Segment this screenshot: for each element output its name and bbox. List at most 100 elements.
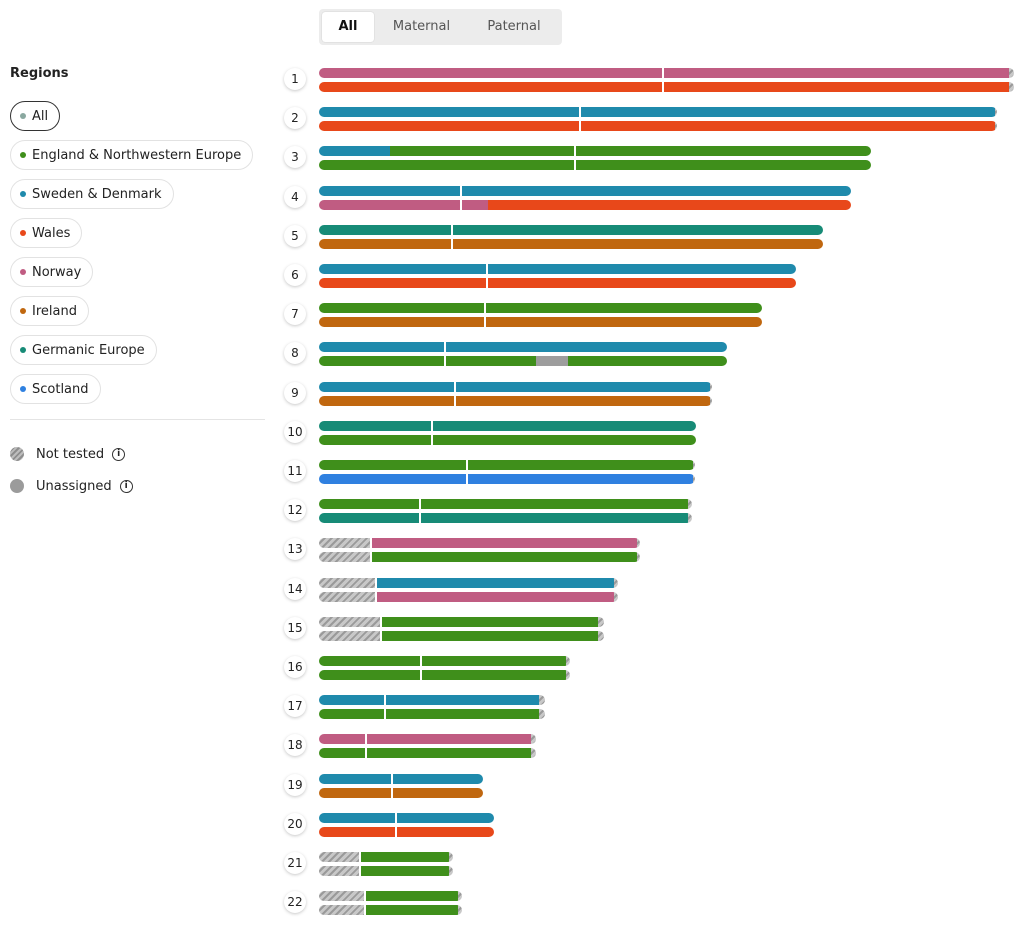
chromosome-copy-2[interactable] <box>319 474 695 484</box>
chromosome-row-20[interactable]: 20 <box>284 813 1004 843</box>
region-chip-ireland[interactable]: Ireland <box>10 296 89 326</box>
chromosome-copy-2[interactable] <box>319 435 696 445</box>
centromere-notch <box>574 146 576 156</box>
chromosome-row-1[interactable]: 1 <box>284 68 1014 98</box>
chromosome-copy-2[interactable] <box>319 121 997 131</box>
chromosome-row-8[interactable]: 8 <box>284 342 1004 372</box>
chromosome-row-11[interactable]: 11 <box>284 460 1004 490</box>
segment-not-tested <box>637 538 640 548</box>
chromosome-number: 11 <box>284 460 306 482</box>
centromere-notch <box>579 121 581 131</box>
chromosome-row-7[interactable]: 7 <box>284 303 1004 333</box>
chromosome-row-3[interactable]: 3 <box>284 146 1004 176</box>
centromere-notch <box>384 695 386 705</box>
chromosome-row-2[interactable]: 2 <box>284 107 1004 137</box>
chromosome-copy-2[interactable] <box>319 317 762 327</box>
chromosome-copy-2[interactable] <box>319 513 692 523</box>
segment-ger <box>319 513 688 523</box>
chromosome-copy-2[interactable] <box>319 670 570 680</box>
info-icon[interactable]: i <box>112 447 126 461</box>
chromosome-copy-2[interactable] <box>319 552 640 562</box>
chromosome-copy-2[interactable] <box>319 160 871 170</box>
chromosome-copy-1[interactable] <box>319 68 1014 78</box>
chromosome-row-5[interactable]: 5 <box>284 225 1004 255</box>
chromosome-row-13[interactable]: 13 <box>284 538 1004 568</box>
chromosome-copy-1[interactable] <box>319 813 494 823</box>
chromosome-row-17[interactable]: 17 <box>284 695 1004 725</box>
segment-not-tested <box>319 592 376 602</box>
chromosome-copy-1[interactable] <box>319 225 823 235</box>
tab-paternal[interactable]: Paternal <box>487 19 541 34</box>
chromosome-copy-1[interactable] <box>319 695 545 705</box>
chromosome-copy-2[interactable] <box>319 592 618 602</box>
region-chip-norway[interactable]: Norway <box>10 257 94 287</box>
chromosome-copy-2[interactable] <box>319 905 462 915</box>
centromere-notch <box>420 656 422 666</box>
region-chip-scotland[interactable]: Scotland <box>10 374 101 404</box>
segment-eng <box>365 891 458 901</box>
segment-not-tested <box>319 905 365 915</box>
segment-ire <box>319 239 823 249</box>
chromosome-row-6[interactable]: 6 <box>284 264 1004 294</box>
chromosome-row-21[interactable]: 21 <box>284 852 1004 882</box>
chromosome-row-16[interactable]: 16 <box>284 656 1004 686</box>
chromosome-copy-2[interactable] <box>319 200 851 210</box>
chromosome-copy-2[interactable] <box>319 239 823 249</box>
region-chip-all[interactable]: All <box>10 101 61 131</box>
chromosome-copy-1[interactable] <box>319 460 695 470</box>
chromosome-row-9[interactable]: 9 <box>284 382 1004 412</box>
segment-not-tested <box>531 748 536 758</box>
chromosome-copy-1[interactable] <box>319 891 462 901</box>
chromosome-row-12[interactable]: 12 <box>284 499 1004 529</box>
region-chip-germanic-europe[interactable]: Germanic Europe <box>10 335 157 365</box>
chromosome-copy-1[interactable] <box>319 186 851 196</box>
tab-maternal[interactable]: Maternal <box>392 19 451 34</box>
chromosome-copy-2[interactable] <box>319 827 494 837</box>
centromere-notch <box>484 317 486 327</box>
segment-not-tested <box>710 382 712 392</box>
chromosome-copy-2[interactable] <box>319 278 796 288</box>
chromosome-copy-2[interactable] <box>319 82 1014 92</box>
chromosome-copy-1[interactable] <box>319 499 692 509</box>
chromosome-copy-2[interactable] <box>319 709 545 719</box>
chromosome-copy-2[interactable] <box>319 356 727 366</box>
chromosome-row-14[interactable]: 14 <box>284 578 1004 608</box>
region-chip-england-northwestern-europe[interactable]: England & Northwestern Europe <box>10 140 254 170</box>
chromosome-row-18[interactable]: 18 <box>284 734 1004 764</box>
chromosome-row-4[interactable]: 4 <box>284 186 1004 216</box>
centromere-notch <box>451 225 453 235</box>
chromosome-copy-1[interactable] <box>319 107 997 117</box>
chromosome-copy-1[interactable] <box>319 303 762 313</box>
region-chip-sweden-denmark[interactable]: Sweden & Denmark <box>10 179 174 209</box>
segment-not-tested <box>319 578 376 588</box>
chromosome-copy-1[interactable] <box>319 578 618 588</box>
region-chip-wales[interactable]: Wales <box>10 218 83 248</box>
chromosome-copy-1[interactable] <box>319 656 570 666</box>
chromosome-copy-1[interactable] <box>319 538 640 548</box>
chromosome-copy-1[interactable] <box>319 852 453 862</box>
chromosome-copy-2[interactable] <box>319 866 453 876</box>
centromere-notch <box>384 709 386 719</box>
chromosome-copy-1[interactable] <box>319 382 712 392</box>
chromosome-copy-2[interactable] <box>319 396 712 406</box>
centromere-notch <box>444 356 446 366</box>
chromosome-copy-1[interactable] <box>319 421 696 431</box>
chromosome-row-19[interactable]: 19 <box>284 774 1004 804</box>
chromosome-copy-1[interactable] <box>319 342 727 352</box>
centromere-notch <box>662 68 664 78</box>
tab-all[interactable]: All <box>322 12 374 42</box>
chromosome-row-22[interactable]: 22 <box>284 891 1004 921</box>
segment-not-tested <box>458 905 462 915</box>
info-icon[interactable]: i <box>119 479 133 493</box>
chromosome-copy-2[interactable] <box>319 788 483 798</box>
chromosome-copy-2[interactable] <box>319 631 604 641</box>
chromosome-row-15[interactable]: 15 <box>284 617 1004 647</box>
chromosome-copy-1[interactable] <box>319 146 871 156</box>
chromosome-copy-1[interactable] <box>319 264 796 274</box>
chromosome-row-10[interactable]: 10 <box>284 421 1004 451</box>
chromosome-number: 16 <box>284 656 306 678</box>
chromosome-copy-1[interactable] <box>319 617 604 627</box>
chromosome-copy-1[interactable] <box>319 734 536 744</box>
chromosome-copy-1[interactable] <box>319 774 483 784</box>
chromosome-copy-2[interactable] <box>319 748 536 758</box>
